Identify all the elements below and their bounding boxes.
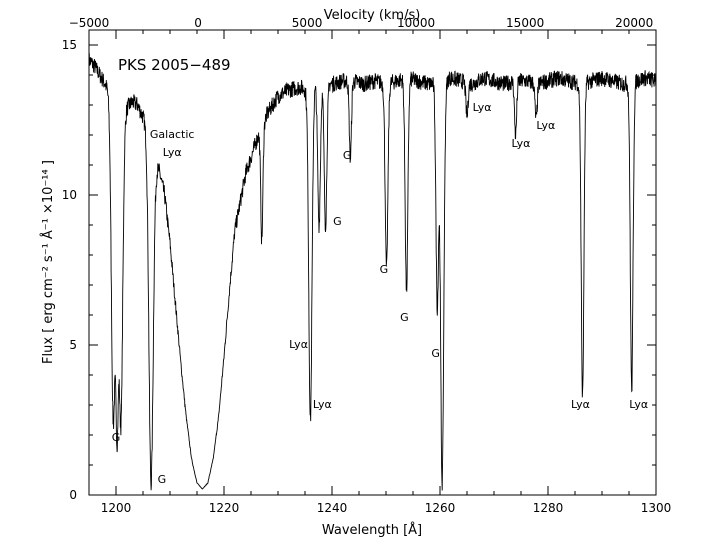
- line-annotation: G: [343, 149, 352, 162]
- line-annotation: G: [400, 311, 409, 324]
- x-tick-label: 1200: [101, 501, 132, 515]
- top-x-axis: −5000 0 5000 10000 15000 20000: [69, 16, 654, 30]
- velocity-tick-label: 0: [194, 16, 202, 30]
- x-tick-label: 1280: [533, 501, 564, 515]
- line-annotation: Lyα: [163, 146, 182, 159]
- velocity-tick-label: 10000: [397, 16, 435, 30]
- line-annotation: Galactic: [150, 128, 195, 141]
- line-annotation: Lyα: [289, 338, 308, 351]
- top-axis-title: Velocity (km/s): [324, 8, 421, 23]
- y-tick-label: 10: [62, 188, 77, 202]
- right-y-axis: [647, 44, 656, 496]
- line-annotation: Lyα: [629, 398, 648, 411]
- velocity-tick-label: 15000: [506, 16, 544, 30]
- left-y-axis: 0 5 10 15: [62, 38, 98, 502]
- bottom-x-axis: 1200 1220 1240 1260 1280 1300: [88, 30, 672, 515]
- line-annotation: Lyα: [512, 137, 531, 150]
- x-tick-label: 1300: [641, 501, 672, 515]
- x-tick-label: 1240: [317, 501, 348, 515]
- y-tick-label: 5: [69, 338, 77, 352]
- line-annotation: Lyα: [536, 119, 555, 132]
- line-annotation: G: [431, 347, 440, 360]
- y-axis-title: Flux [ erg cm⁻² s⁻¹ Å⁻¹ ×10⁻¹⁴ ]: [40, 160, 56, 364]
- plot-frame: [88, 29, 657, 496]
- line-annotations: Galactic Lyα G G Lyα Lyα G G G G G Lyα Lyα Lyα Lyα Lyα: [112, 101, 648, 486]
- x-axis-title: Wavelength [Å]: [322, 522, 422, 538]
- x-tick-label: 1220: [209, 501, 240, 515]
- velocity-tick-label: 20000: [615, 16, 653, 30]
- line-annotation: G: [112, 431, 121, 444]
- spectrum-line: [88, 53, 657, 491]
- velocity-tick-label: 5000: [292, 16, 323, 30]
- y-tick-label: 0: [69, 488, 77, 502]
- line-annotation: Lyα: [473, 101, 492, 114]
- line-annotation: G: [333, 215, 342, 228]
- line-annotation: Lyα: [313, 398, 332, 411]
- x-tick-label: 1260: [425, 501, 456, 515]
- line-annotation: G: [380, 263, 389, 276]
- object-label: PKS 2005−489: [118, 56, 231, 74]
- y-tick-label: 15: [62, 38, 77, 52]
- velocity-tick-label: −5000: [69, 16, 110, 30]
- line-annotation: G: [158, 473, 167, 486]
- line-annotation: Lyα: [571, 398, 590, 411]
